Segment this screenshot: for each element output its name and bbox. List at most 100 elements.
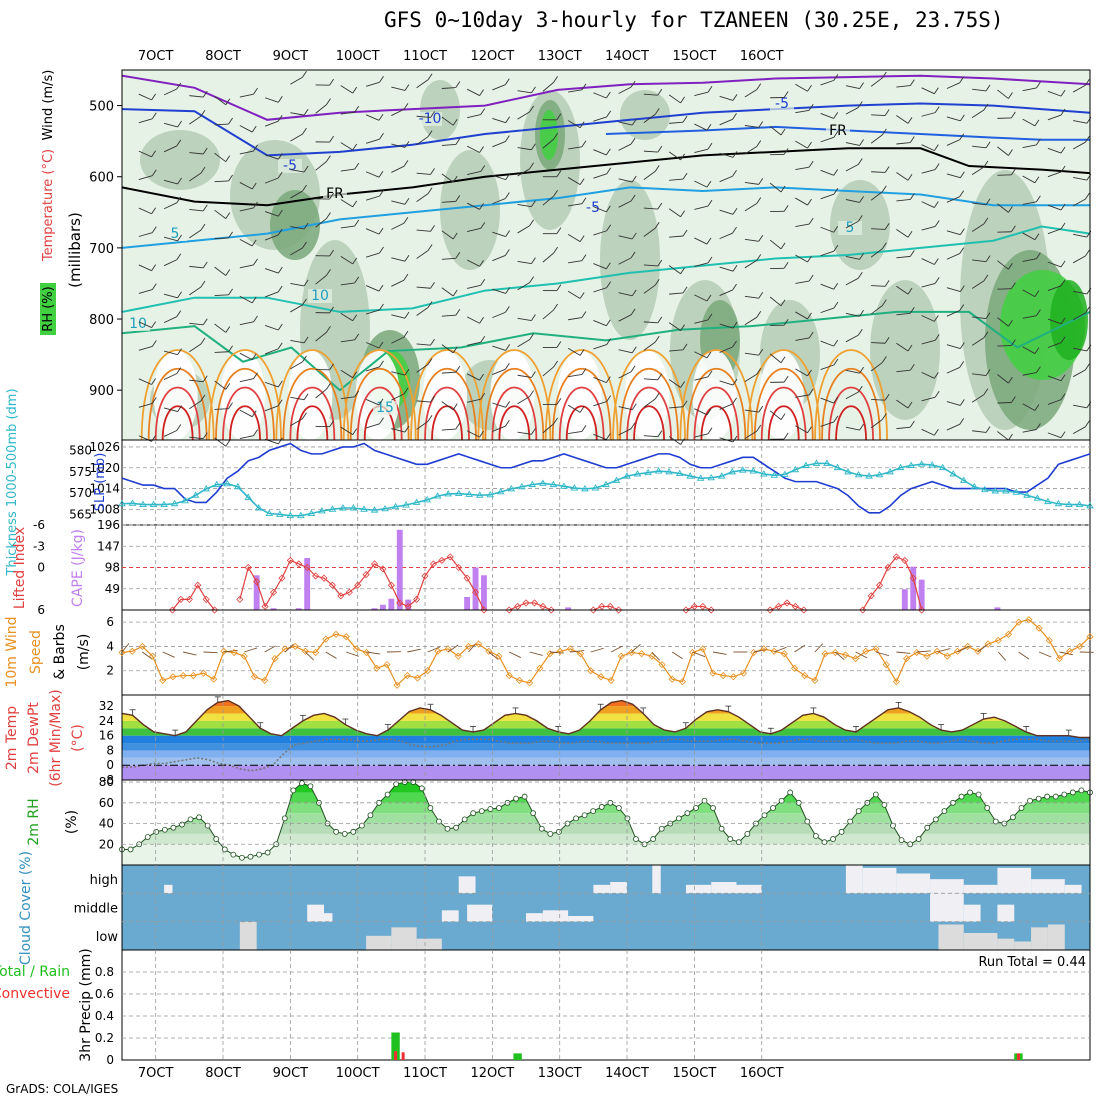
rh-marker bbox=[308, 784, 313, 789]
contour-label: 10 bbox=[311, 288, 329, 304]
rh-marker bbox=[985, 805, 990, 810]
surface-wind-barb bbox=[204, 652, 218, 653]
surface-wind-barb bbox=[672, 652, 682, 659]
rh-marker bbox=[179, 822, 184, 827]
temp-tick-label: 32 bbox=[99, 699, 114, 713]
rh-marker bbox=[788, 790, 793, 795]
rh-shade bbox=[420, 80, 460, 140]
surface-wind-barb bbox=[509, 652, 521, 658]
cape-tick-label: 98 bbox=[105, 561, 120, 575]
axis-label-wind: Wind (m/s) bbox=[41, 70, 56, 141]
rh-marker bbox=[925, 825, 930, 830]
precip-frame bbox=[122, 950, 1090, 1060]
date-label-bottom: 11OCT bbox=[403, 1066, 447, 1081]
rh-marker bbox=[728, 837, 733, 842]
rh-shade bbox=[1050, 280, 1088, 360]
axis-label-precip: 3hr Precip (mm) bbox=[78, 948, 94, 1061]
cape-tick-label: 49 bbox=[105, 582, 120, 596]
cape-tick-label: 196 bbox=[97, 518, 120, 532]
rh-marker bbox=[976, 792, 981, 797]
rh-marker bbox=[676, 816, 681, 821]
cloud-bar-high bbox=[652, 865, 660, 893]
rh-band bbox=[122, 813, 1090, 823]
rh-marker bbox=[368, 813, 373, 818]
cloud-bar-low bbox=[240, 922, 257, 950]
rh-marker bbox=[899, 838, 904, 843]
precip-convective-bar bbox=[1017, 1053, 1020, 1060]
rh-shade bbox=[540, 110, 558, 160]
axis-label-slp: SLP (mb) bbox=[93, 453, 108, 512]
cloud-bar-high bbox=[896, 874, 930, 894]
axis-label-precip-total: Total / Rain bbox=[0, 964, 70, 980]
surface-wind-barb bbox=[346, 652, 359, 656]
contour-label: FR bbox=[829, 123, 847, 139]
surface-wind-barb bbox=[815, 644, 823, 652]
rh-marker bbox=[128, 847, 133, 852]
date-label-bottom: 10OCT bbox=[336, 1066, 380, 1081]
rh-marker bbox=[1019, 805, 1024, 810]
axis-label-wind-10m: Speed bbox=[28, 630, 44, 674]
precip-tick-label: 0 bbox=[106, 1053, 114, 1067]
precip-tick-label: 0.8 bbox=[95, 965, 114, 979]
rh-band bbox=[122, 792, 1090, 802]
cloud-bar-middle bbox=[930, 893, 964, 921]
y-tick-label: 700 bbox=[89, 242, 114, 257]
cloud-level-label: low bbox=[96, 930, 119, 945]
credit-label: GrADS: COLA/IGES bbox=[6, 1082, 118, 1096]
rh-marker bbox=[762, 813, 767, 818]
rh-marker bbox=[522, 794, 527, 799]
cloud-bar-middle bbox=[526, 913, 543, 922]
cloud-bar-middle bbox=[442, 910, 459, 921]
rh-marker bbox=[531, 811, 536, 816]
rh-marker bbox=[231, 852, 236, 857]
rh-tick-label: 60 bbox=[99, 796, 114, 810]
cloud-bar-high bbox=[997, 868, 1031, 894]
surface-wind-barb bbox=[998, 652, 1005, 660]
cloud-bar-middle bbox=[316, 913, 333, 922]
date-label-bottom: 8OCT bbox=[205, 1066, 241, 1081]
rh-marker bbox=[685, 811, 690, 816]
rh-marker bbox=[385, 792, 390, 797]
surface-wind-barb bbox=[1019, 652, 1029, 659]
date-label-top: 10OCT bbox=[336, 49, 380, 64]
rh-marker bbox=[1062, 792, 1067, 797]
cloud-bar-high bbox=[863, 868, 897, 894]
cloud-bar-low bbox=[1031, 927, 1048, 950]
rh-marker bbox=[496, 805, 501, 810]
cloud-bar-middle bbox=[964, 905, 981, 922]
rh-marker bbox=[419, 786, 424, 791]
wind-frame bbox=[122, 610, 1090, 695]
surface-wind-barb bbox=[407, 649, 420, 652]
cape-bar bbox=[304, 558, 310, 610]
rh-marker bbox=[651, 837, 656, 842]
cloud-bar-low bbox=[417, 939, 442, 950]
lifted-index-line bbox=[240, 557, 484, 610]
rh-marker bbox=[873, 792, 878, 797]
surface-wind-barb bbox=[631, 644, 640, 652]
cloud-bar-high bbox=[459, 876, 476, 893]
precip-total-bar bbox=[513, 1053, 521, 1060]
cloud-bar-middle bbox=[568, 916, 593, 922]
rh-marker bbox=[1010, 815, 1015, 820]
rh-marker bbox=[968, 790, 973, 795]
precip-convective-bar bbox=[402, 1052, 405, 1060]
date-label-bottom: 12OCT bbox=[470, 1066, 514, 1081]
slp-tick-label: 1026 bbox=[89, 440, 120, 454]
rh-marker bbox=[154, 829, 159, 834]
cloud-bar-high bbox=[964, 885, 998, 894]
rh-marker bbox=[479, 809, 484, 814]
y-tick-label: 600 bbox=[89, 171, 114, 186]
rh-marker bbox=[1036, 796, 1041, 801]
cloud-bar-high bbox=[711, 882, 736, 893]
rh-marker bbox=[1079, 788, 1084, 793]
cloud-bar-high bbox=[1031, 879, 1065, 893]
precip-tick-label: 0.6 bbox=[95, 987, 114, 1001]
axis-label-wind-10m: 10m Wind bbox=[4, 616, 20, 687]
axis-label-temp-2m: (6hr Min/Max) bbox=[48, 689, 64, 786]
axis-label-lifted-index: Lifted Index bbox=[12, 527, 28, 609]
rh-marker bbox=[514, 796, 519, 801]
rh-marker bbox=[556, 829, 561, 834]
rh-marker bbox=[282, 816, 287, 821]
cloud-bar-high bbox=[164, 885, 172, 894]
